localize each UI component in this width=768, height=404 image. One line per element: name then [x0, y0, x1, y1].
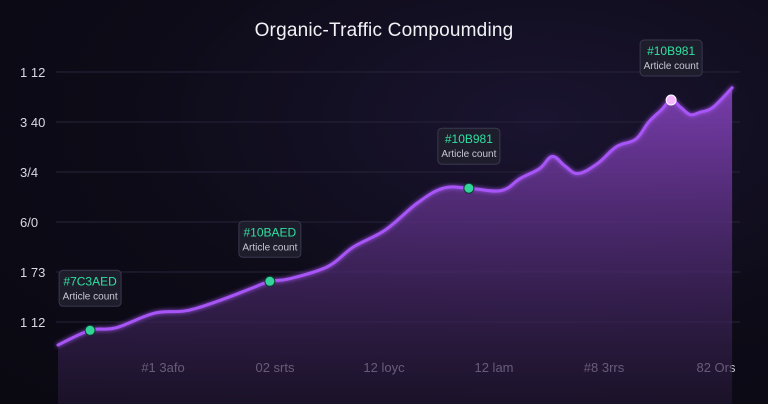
data-point-marker — [665, 94, 677, 106]
y-tick-label: 3/4 — [20, 165, 38, 180]
y-tick-label: 1 12 — [20, 65, 45, 80]
y-tick-label: 1 73 — [20, 265, 45, 280]
chart-title: Organic-Traffic Compoumding — [254, 20, 514, 41]
callout-value: #10BAED — [244, 225, 297, 239]
callout-box — [238, 220, 302, 258]
data-point-marker — [264, 275, 276, 287]
callout-value: #7C3AED — [63, 274, 117, 288]
callout-value: #10B981 — [647, 44, 695, 58]
area-fill — [58, 87, 733, 404]
callout-box — [58, 269, 122, 307]
data-point-marker — [463, 182, 475, 194]
callout-box — [437, 127, 501, 165]
y-tick-label: 3 40 — [20, 115, 45, 130]
callout-label: Article count — [63, 291, 118, 302]
y-tick-label: 1 12 — [20, 315, 45, 330]
callout-label: Article count — [441, 149, 496, 160]
callout-box — [639, 39, 703, 77]
y-tick-label: 6/0 — [20, 215, 38, 230]
callout-label: Article count — [242, 242, 297, 253]
data-point-marker — [84, 324, 96, 336]
callout-value: #10B981 — [445, 132, 493, 146]
callout-label: Article count — [644, 61, 699, 72]
